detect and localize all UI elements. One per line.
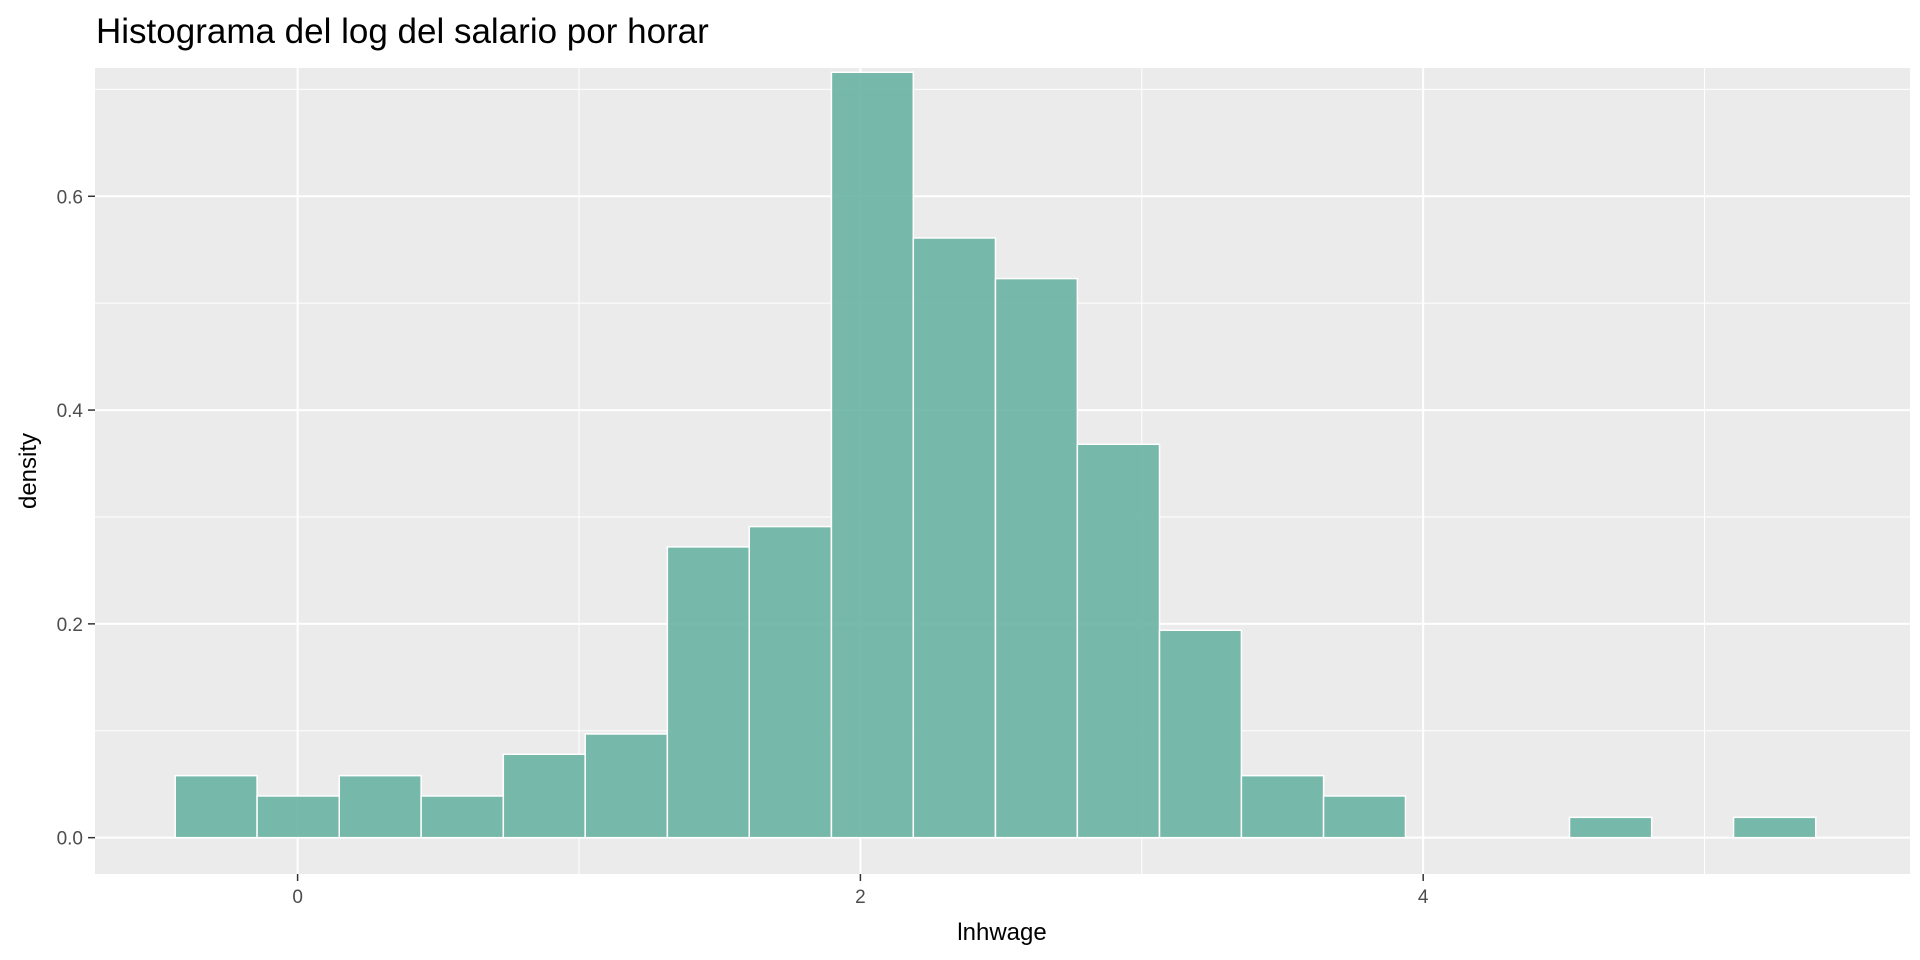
histogram-bar: [338, 774, 422, 839]
histogram-bar: [994, 277, 1079, 839]
histogram-bar: [420, 795, 505, 839]
y-tick-label: 0.6: [57, 187, 83, 208]
histogram-bar: [1240, 774, 1325, 839]
x-axis-ticks: 0 2 4: [292, 874, 1429, 908]
histogram-bar: [748, 525, 833, 839]
histogram-bar: [912, 237, 997, 839]
histogram-bar: [502, 753, 586, 839]
histogram-bar: [666, 546, 750, 839]
histogram-bar: [1322, 795, 1407, 839]
y-tick-label: 0.2: [57, 615, 83, 636]
histogram-bar: [830, 71, 915, 839]
y-axis-ticks: 0.0 0.2 0.4 0.6: [57, 187, 95, 850]
x-tick-label: 4: [1418, 887, 1429, 908]
histogram-bar: [256, 795, 341, 839]
y-tick-label: 0.4: [57, 401, 84, 422]
histogram-bar: [1158, 629, 1243, 839]
histogram-bar: [1568, 816, 1653, 839]
chart-title: Histograma del log del salario por horar: [96, 12, 709, 51]
histogram-bars: [174, 71, 1817, 839]
histogram-bar: [174, 774, 258, 839]
histogram-bar: [584, 733, 669, 839]
y-axis-title: density: [15, 433, 42, 509]
x-axis-title: lnhwage: [957, 919, 1046, 946]
histogram-bar: [1076, 443, 1161, 839]
x-tick-label: 2: [855, 887, 866, 908]
x-tick-label: 0: [292, 887, 303, 908]
y-tick-label: 0.0: [57, 829, 83, 850]
histogram-bar: [1732, 816, 1817, 839]
